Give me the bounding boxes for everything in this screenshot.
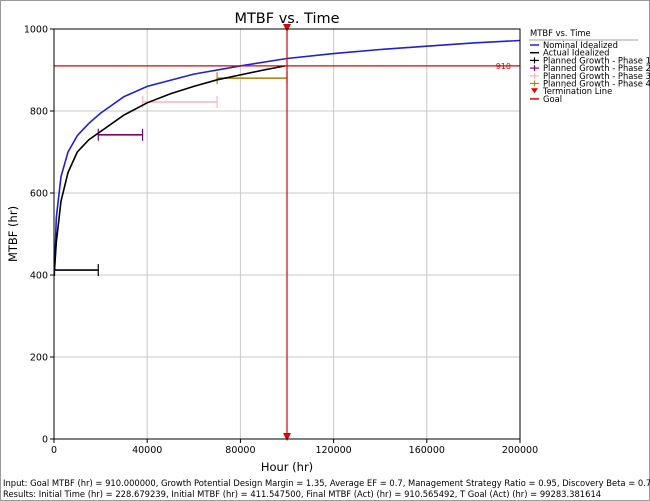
legend-label: Planned Growth - Phase 3 [543,71,650,81]
footer-input-text: Input: Goal MTBF (hr) = 910.000000, Grow… [3,478,650,488]
mtbf-chart: 910 0 40000 80000 120000 160000 200000 0 200 400… [6,11,650,474]
x-axis-label: Hour (hr) [261,460,313,474]
series-line [53,65,286,271]
x-tick-label: 160000 [409,445,445,456]
y-tick-label: 1000 [24,25,48,36]
legend-title: MTBF vs. Time [530,28,591,38]
legend-label: Planned Growth - Phase 2 [543,63,650,73]
x-tick-label: 0 [51,445,57,456]
series-lines [53,39,521,271]
legend-label: Planned Growth - Phase 1 [543,55,650,65]
termination-top-marker [283,24,291,32]
legend-swatch-triangle [531,88,538,94]
x-tick-label: 200000 [502,445,538,456]
legend-label: Planned Growth - Phase 4 [543,79,650,89]
x-tick-label: 120000 [315,445,351,456]
termination-line [283,24,291,441]
x-tick-label: 40000 [132,445,162,456]
termination-bottom-marker [283,433,291,441]
legend-label: Actual Idealized [543,48,610,58]
legend-label: Termination Line [542,86,612,96]
y-tick-label: 600 [30,189,48,200]
legend-label: Goal [543,94,562,104]
goal-label: 910 [496,62,511,71]
y-tick-label: 800 [30,107,48,118]
axes: 0 40000 80000 120000 160000 200000 0 200 400 600 8… [24,25,538,457]
plot-border [53,28,521,440]
x-tick-label: 80000 [225,445,255,456]
y-tick-label: 0 [42,435,48,446]
y-tick-label: 200 [30,353,48,364]
y-tick-label: 400 [30,271,48,282]
footer-results-text: Results: Initial Time (hr) = 228.679239,… [3,489,602,499]
chart-title: MTBF vs. Time [234,11,339,27]
series-line [53,39,521,271]
y-axis-label: MTBF (hr) [6,206,20,262]
legend-label: Nominal Idealized [543,40,618,50]
